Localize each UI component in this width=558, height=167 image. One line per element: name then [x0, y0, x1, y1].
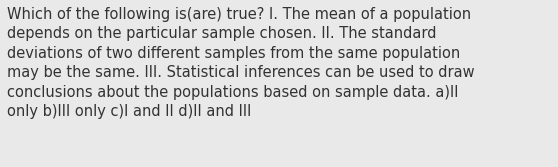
- Text: Which of the following is(are) true? I. The mean of a population
depends on the : Which of the following is(are) true? I. …: [7, 7, 475, 119]
